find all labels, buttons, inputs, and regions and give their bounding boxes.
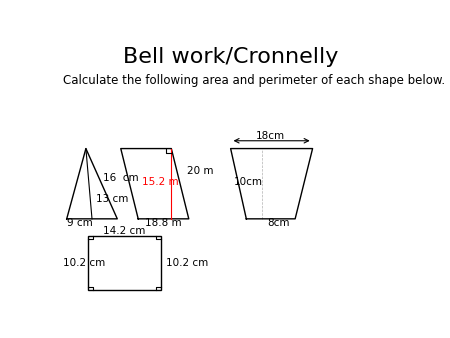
Text: 9 cm: 9 cm bbox=[67, 218, 92, 228]
Text: 16  cm: 16 cm bbox=[104, 173, 139, 184]
Text: 14.2 cm: 14.2 cm bbox=[103, 225, 145, 236]
Text: 18.8 m: 18.8 m bbox=[145, 218, 182, 228]
Text: 10.2 cm: 10.2 cm bbox=[63, 258, 105, 268]
Text: Bell work/Cronnelly: Bell work/Cronnelly bbox=[123, 47, 338, 68]
Text: 15.2 m: 15.2 m bbox=[142, 177, 178, 187]
Text: 8cm: 8cm bbox=[267, 218, 290, 228]
Text: 10.2 cm: 10.2 cm bbox=[166, 258, 208, 268]
Text: 18cm: 18cm bbox=[256, 130, 285, 141]
Bar bbox=[88, 236, 161, 290]
Text: 20 m: 20 m bbox=[187, 166, 214, 176]
Text: 13 cm: 13 cm bbox=[96, 194, 129, 204]
Text: Calculate the following area and perimeter of each shape below.: Calculate the following area and perimet… bbox=[63, 74, 446, 88]
Text: 10cm: 10cm bbox=[234, 177, 263, 187]
